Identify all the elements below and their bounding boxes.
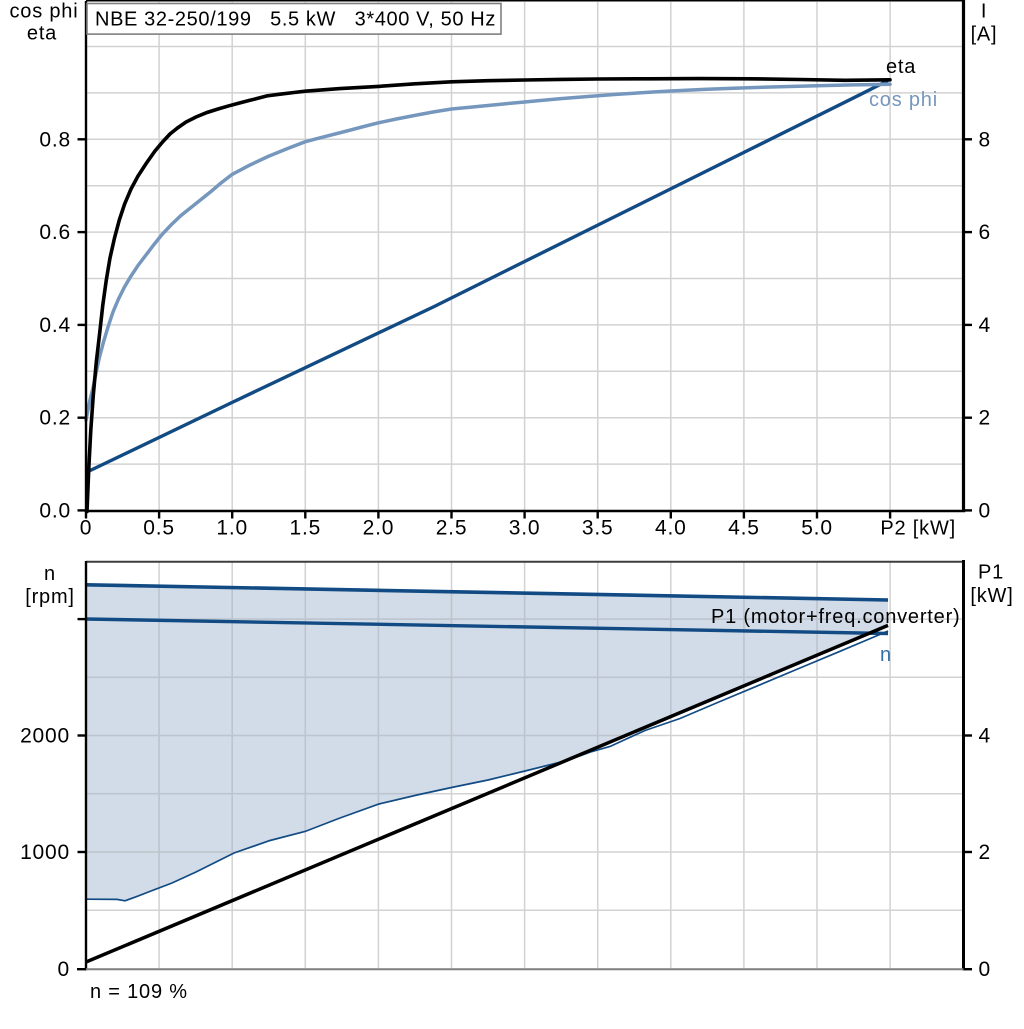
svg-text:2000: 2000 [20, 725, 70, 748]
svg-text:P2 [kW]: P2 [kW] [880, 518, 956, 540]
svg-text:cos phi: cos phi [869, 89, 938, 111]
svg-text:4: 4 [979, 314, 991, 337]
svg-text:0.4: 0.4 [39, 314, 71, 337]
svg-text:0.5: 0.5 [143, 517, 175, 540]
svg-text:8: 8 [979, 128, 991, 151]
svg-text:eta: eta [27, 23, 57, 45]
svg-text:0: 0 [979, 499, 991, 522]
svg-text:0.8: 0.8 [39, 128, 71, 151]
svg-text:P1 (motor+freq.converter): P1 (motor+freq.converter) [711, 606, 961, 628]
svg-text:NBE 32-250/199 5.5 kW 3*40: NBE 32-250/199 5.5 kW 3*400 V, 50 Hz [95, 9, 496, 31]
svg-text:4.5: 4.5 [728, 517, 760, 540]
svg-text:6: 6 [979, 221, 991, 244]
svg-text:I: I [981, 1, 987, 23]
svg-text:0.0: 0.0 [39, 499, 71, 522]
svg-text:2: 2 [979, 407, 991, 430]
svg-text:4: 4 [979, 725, 991, 748]
svg-text:0: 0 [80, 517, 92, 540]
svg-text:1.5: 1.5 [290, 517, 322, 540]
svg-text:n: n [880, 644, 892, 666]
svg-text:[kW]: [kW] [970, 585, 1013, 607]
svg-text:2: 2 [979, 841, 991, 864]
svg-text:3.0: 3.0 [509, 517, 541, 540]
svg-text:cos phi: cos phi [10, 1, 79, 23]
svg-text:5.0: 5.0 [801, 517, 833, 540]
svg-text:3.5: 3.5 [582, 517, 614, 540]
svg-text:P1: P1 [978, 562, 1004, 584]
svg-text:n: n [44, 563, 56, 585]
svg-text:1.0: 1.0 [216, 517, 248, 540]
svg-text:[A]: [A] [971, 24, 998, 46]
svg-text:n = 109 %: n = 109 % [90, 981, 188, 1003]
svg-text:2.5: 2.5 [436, 517, 468, 540]
svg-text:4.0: 4.0 [655, 517, 687, 540]
svg-text:2.0: 2.0 [363, 517, 395, 540]
svg-text:0.2: 0.2 [39, 407, 71, 430]
svg-text:0: 0 [58, 958, 70, 981]
svg-text:0.6: 0.6 [39, 221, 71, 244]
svg-text:eta: eta [886, 56, 916, 78]
svg-text:1000: 1000 [20, 841, 70, 864]
svg-text:[rpm]: [rpm] [25, 586, 75, 608]
svg-text:0: 0 [979, 958, 991, 981]
